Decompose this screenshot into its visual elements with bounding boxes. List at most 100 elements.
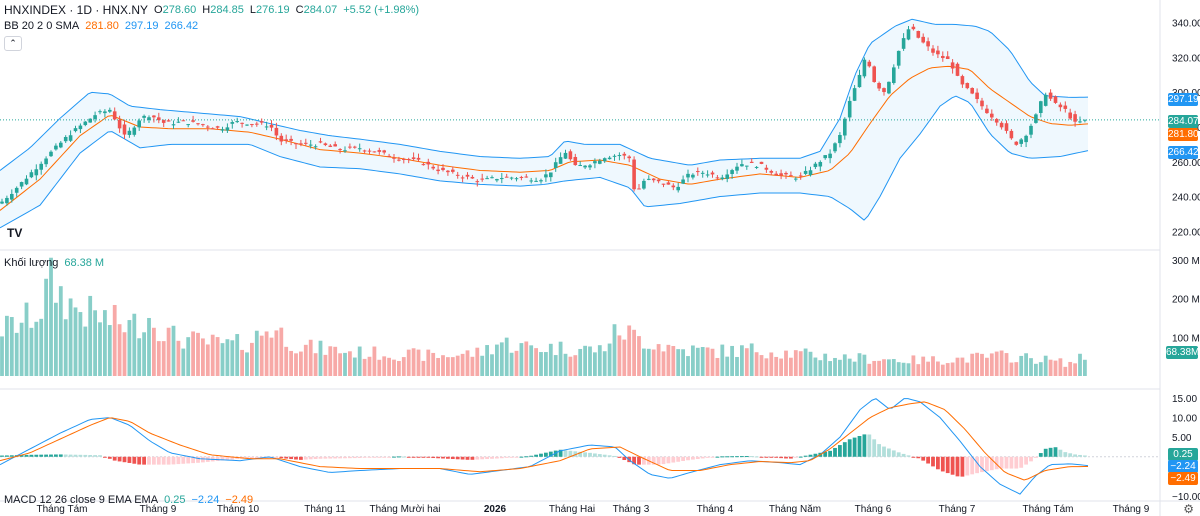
macd-histogram-bar [744, 456, 749, 458]
volume-bar [989, 353, 994, 376]
macd-histogram-bar [367, 456, 372, 458]
macd-histogram-bar [568, 450, 573, 457]
volume-bar [793, 350, 798, 376]
macd-histogram-bar [68, 454, 73, 457]
volume-bar [431, 352, 436, 376]
tradingview-logo-icon[interactable]: TV [7, 226, 23, 240]
volume-bar [970, 353, 975, 376]
macd-histogram-bar [612, 455, 617, 457]
price-axis-tick: 340.00 [1172, 19, 1200, 30]
volume-bar [828, 361, 832, 376]
gear-icon[interactable]: ⚙ [1183, 502, 1194, 516]
macd-histogram-bar [730, 456, 734, 458]
macd-signal-badge: −2.49 [1168, 472, 1198, 485]
volume-bar [534, 348, 538, 376]
macd-histogram-bar [299, 456, 303, 460]
macd-histogram-bar [749, 456, 754, 458]
volume-bar [588, 346, 592, 376]
volume-bar [367, 356, 372, 376]
candle-body [24, 178, 29, 185]
macd-histogram-bar [132, 456, 137, 464]
macd-histogram-bar [343, 456, 347, 459]
candle-body [201, 124, 205, 126]
macd-legend[interactable]: MACD 12 26 close 9 EMA EMA 0.25 −2.24 −2… [4, 494, 253, 506]
macd-axis-tick: 15.00 [1172, 394, 1197, 405]
volume-bar [308, 339, 313, 376]
candle-body [5, 197, 9, 204]
candle-body [500, 178, 504, 180]
volume-bar [269, 337, 274, 376]
macd-histogram-bar [725, 456, 730, 458]
candle-body [945, 56, 950, 60]
macd-histogram-bar [78, 454, 83, 457]
macd-histogram-bar [225, 456, 230, 460]
volume-bar [1019, 355, 1024, 376]
volume-bar [901, 362, 906, 376]
candle-body [426, 161, 431, 165]
chevron-up-icon[interactable]: ⌃ [4, 36, 22, 51]
macd-histogram-bar [93, 455, 97, 457]
macd-histogram-bar [1043, 448, 1048, 457]
candle-body [269, 124, 274, 128]
candle-body [1029, 125, 1033, 135]
volume-bar [578, 348, 583, 376]
volume-bar [240, 349, 244, 376]
volume-bar [573, 355, 578, 376]
candle-body [181, 120, 186, 122]
macd-histogram-bar [274, 456, 279, 459]
candle-body [931, 48, 935, 53]
volume-bar [705, 347, 710, 376]
candle-body [490, 177, 494, 179]
macd-histogram-bar [499, 456, 504, 459]
bb-upper-value: 297.19 [124, 20, 159, 32]
macd-histogram-bar [882, 446, 886, 457]
candle-body [970, 88, 974, 94]
candle-body [926, 41, 930, 47]
candle-body [1053, 96, 1058, 103]
volume-bar [700, 347, 705, 376]
macd-histogram-bar [19, 455, 24, 457]
symbol-title[interactable]: HNXINDEX · 1D · HNX.NY [4, 3, 149, 17]
volume-bar [416, 349, 421, 376]
macd-histogram-bar [98, 455, 102, 457]
macd-histogram-bar [137, 456, 142, 465]
volume-bar [656, 344, 661, 376]
volume-bar [352, 357, 357, 376]
macd-histogram-bar [735, 456, 739, 458]
volume-bar [49, 257, 53, 376]
macd-histogram-bar [294, 456, 298, 460]
macd-histogram-bar [1068, 453, 1073, 457]
bb-legend[interactable]: BB 20 2 0 SMA 281.80 297.19 266.42 [4, 20, 198, 32]
macd-histogram-bar [318, 456, 323, 459]
candle-body [73, 128, 78, 132]
macd-histogram-bar [446, 456, 450, 459]
volume-bar [524, 341, 529, 376]
volume-bar [1083, 359, 1087, 376]
volume-bar [1073, 363, 1077, 376]
candle-body [1063, 105, 1068, 109]
time-axis-label: Tháng 4 [697, 504, 734, 515]
volume-bar [421, 360, 426, 376]
time-axis-label: Tháng Tám [37, 504, 88, 515]
macd-histogram-bar [1073, 454, 1077, 457]
candle-body [14, 187, 19, 193]
candle-body [563, 152, 568, 159]
macd-histogram-bar [911, 456, 916, 458]
candle-body [289, 138, 293, 141]
macd-histogram-bar [176, 456, 181, 465]
macd-histogram-bar [642, 456, 646, 465]
candle-body [166, 120, 171, 122]
volume-bar [313, 353, 318, 376]
volume-bar [730, 345, 734, 376]
macd-signal-line [0, 401, 1089, 481]
candle-body [343, 150, 347, 152]
macd-histogram-bar [0, 455, 4, 457]
volume-bar [818, 360, 823, 376]
candle-body [700, 172, 705, 174]
candle-body [416, 157, 421, 160]
volume-legend[interactable]: Khối lượng 68.38 M [4, 257, 104, 269]
candle-body [308, 144, 313, 146]
candle-body [833, 143, 837, 152]
macd-histogram-bar [916, 456, 921, 459]
